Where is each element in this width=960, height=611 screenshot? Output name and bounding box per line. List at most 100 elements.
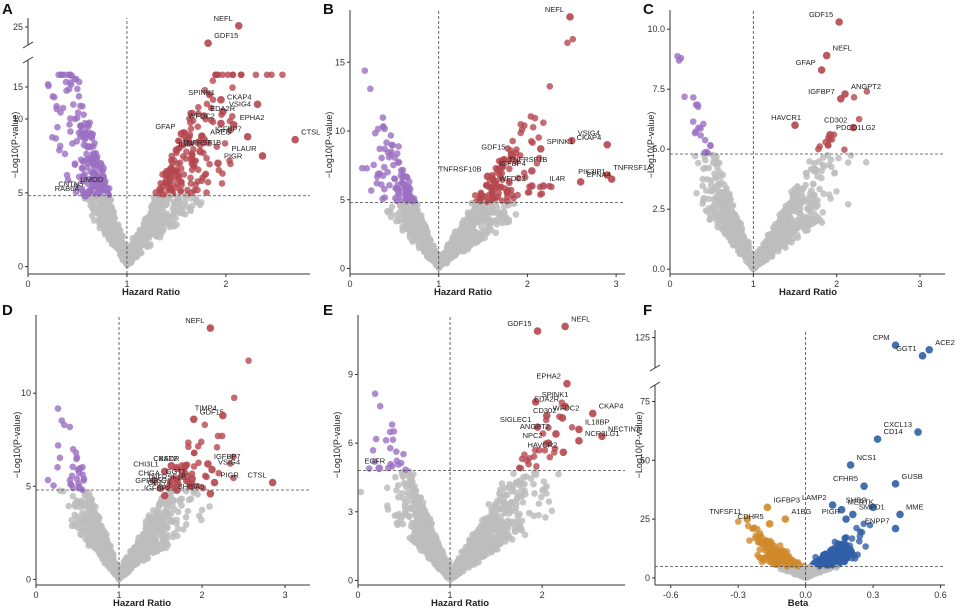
background-point: [87, 133, 94, 140]
labeled-point: [196, 147, 204, 156]
background-point: [188, 160, 196, 168]
background-point: [206, 160, 213, 168]
gene-label: WFDC2: [499, 174, 526, 183]
labeled-point: [483, 172, 492, 181]
gene-label: NEFL: [214, 14, 233, 23]
labeled-point: [234, 22, 243, 30]
background-point: [433, 250, 441, 258]
background-point: [460, 217, 467, 224]
background-point: [379, 114, 387, 121]
background-point: [492, 195, 499, 202]
background-point: [733, 225, 740, 233]
background-point: [224, 71, 232, 79]
background-point: [775, 221, 782, 228]
background-point: [72, 188, 80, 196]
background-point: [187, 174, 194, 182]
background-point: [421, 232, 428, 240]
background-point: [76, 102, 84, 110]
x-axis-label: Hazard Ratio: [779, 287, 837, 298]
background-point: [88, 508, 95, 515]
background-point: [714, 219, 722, 227]
background-point: [802, 169, 810, 177]
background-point: [454, 232, 462, 239]
background-point: [190, 146, 197, 153]
background-point: [527, 113, 535, 120]
gene-label: GDF15: [214, 31, 238, 40]
background-point: [720, 201, 727, 209]
background-point: [548, 183, 555, 191]
background-point: [124, 559, 132, 566]
background-point: [468, 214, 475, 221]
labeled-point: [837, 95, 845, 103]
background-point: [68, 472, 76, 480]
y-tick-label: 10: [21, 388, 31, 398]
gene-label: GDF15: [481, 142, 505, 151]
background-point: [847, 152, 855, 159]
gene-label: CHI3L1: [133, 459, 158, 468]
background-point: [66, 423, 74, 431]
background-point: [399, 166, 407, 174]
background-point: [75, 480, 82, 487]
background-point: [509, 137, 516, 145]
background-point: [503, 188, 511, 196]
background-point: [790, 192, 797, 200]
labeled-point: [817, 66, 826, 74]
background-point: [387, 148, 395, 155]
background-point: [510, 470, 517, 477]
gene-label: SPINK1: [188, 88, 215, 97]
background-point: [512, 211, 520, 218]
background-point: [56, 146, 63, 154]
background-point: [122, 257, 130, 264]
background-point: [190, 449, 198, 457]
background-point: [75, 92, 83, 100]
background-point: [180, 526, 187, 533]
background-point: [166, 223, 174, 231]
background-point: [85, 122, 92, 130]
labeled-point: [528, 167, 536, 175]
background-point: [383, 139, 390, 146]
background-point: [424, 246, 431, 253]
background-point: [392, 473, 399, 481]
background-point: [221, 140, 229, 147]
background-point: [808, 193, 815, 200]
background-point: [681, 93, 688, 101]
background-point: [730, 233, 738, 240]
background-point: [71, 500, 79, 507]
background-point: [152, 224, 159, 232]
background-point: [717, 209, 725, 216]
background-point: [134, 241, 142, 249]
background-point: [802, 181, 809, 189]
background-point: [83, 164, 91, 171]
background-point: [97, 522, 104, 530]
y-axis-label: −Log10(P-value): [646, 112, 656, 179]
background-point: [153, 513, 161, 521]
background-point: [180, 171, 188, 178]
panel-letter: D: [2, 302, 13, 319]
background-point: [147, 241, 154, 248]
background-point: [697, 125, 704, 132]
background-point: [195, 103, 202, 111]
y-axis-label: −Log10(P-value): [10, 112, 20, 179]
background-point: [471, 192, 479, 199]
gene-label: EPHA2: [240, 113, 265, 122]
background-point: [530, 480, 537, 488]
background-point: [67, 480, 74, 488]
background-point: [712, 160, 720, 168]
background-point: [85, 535, 93, 542]
background-point: [824, 142, 832, 149]
background-point: [694, 103, 702, 111]
background-point: [58, 71, 65, 79]
background-point: [794, 234, 802, 241]
background-point: [213, 443, 221, 451]
background-point: [67, 128, 74, 135]
background-point: [89, 205, 96, 213]
background-point: [807, 203, 814, 211]
background-point: [72, 75, 80, 83]
background-point: [44, 80, 52, 88]
background-point: [403, 173, 411, 181]
gene-label: PDCD1LG2: [836, 123, 876, 132]
background-point: [705, 195, 712, 203]
background-point: [71, 161, 79, 168]
background-point: [73, 455, 80, 463]
